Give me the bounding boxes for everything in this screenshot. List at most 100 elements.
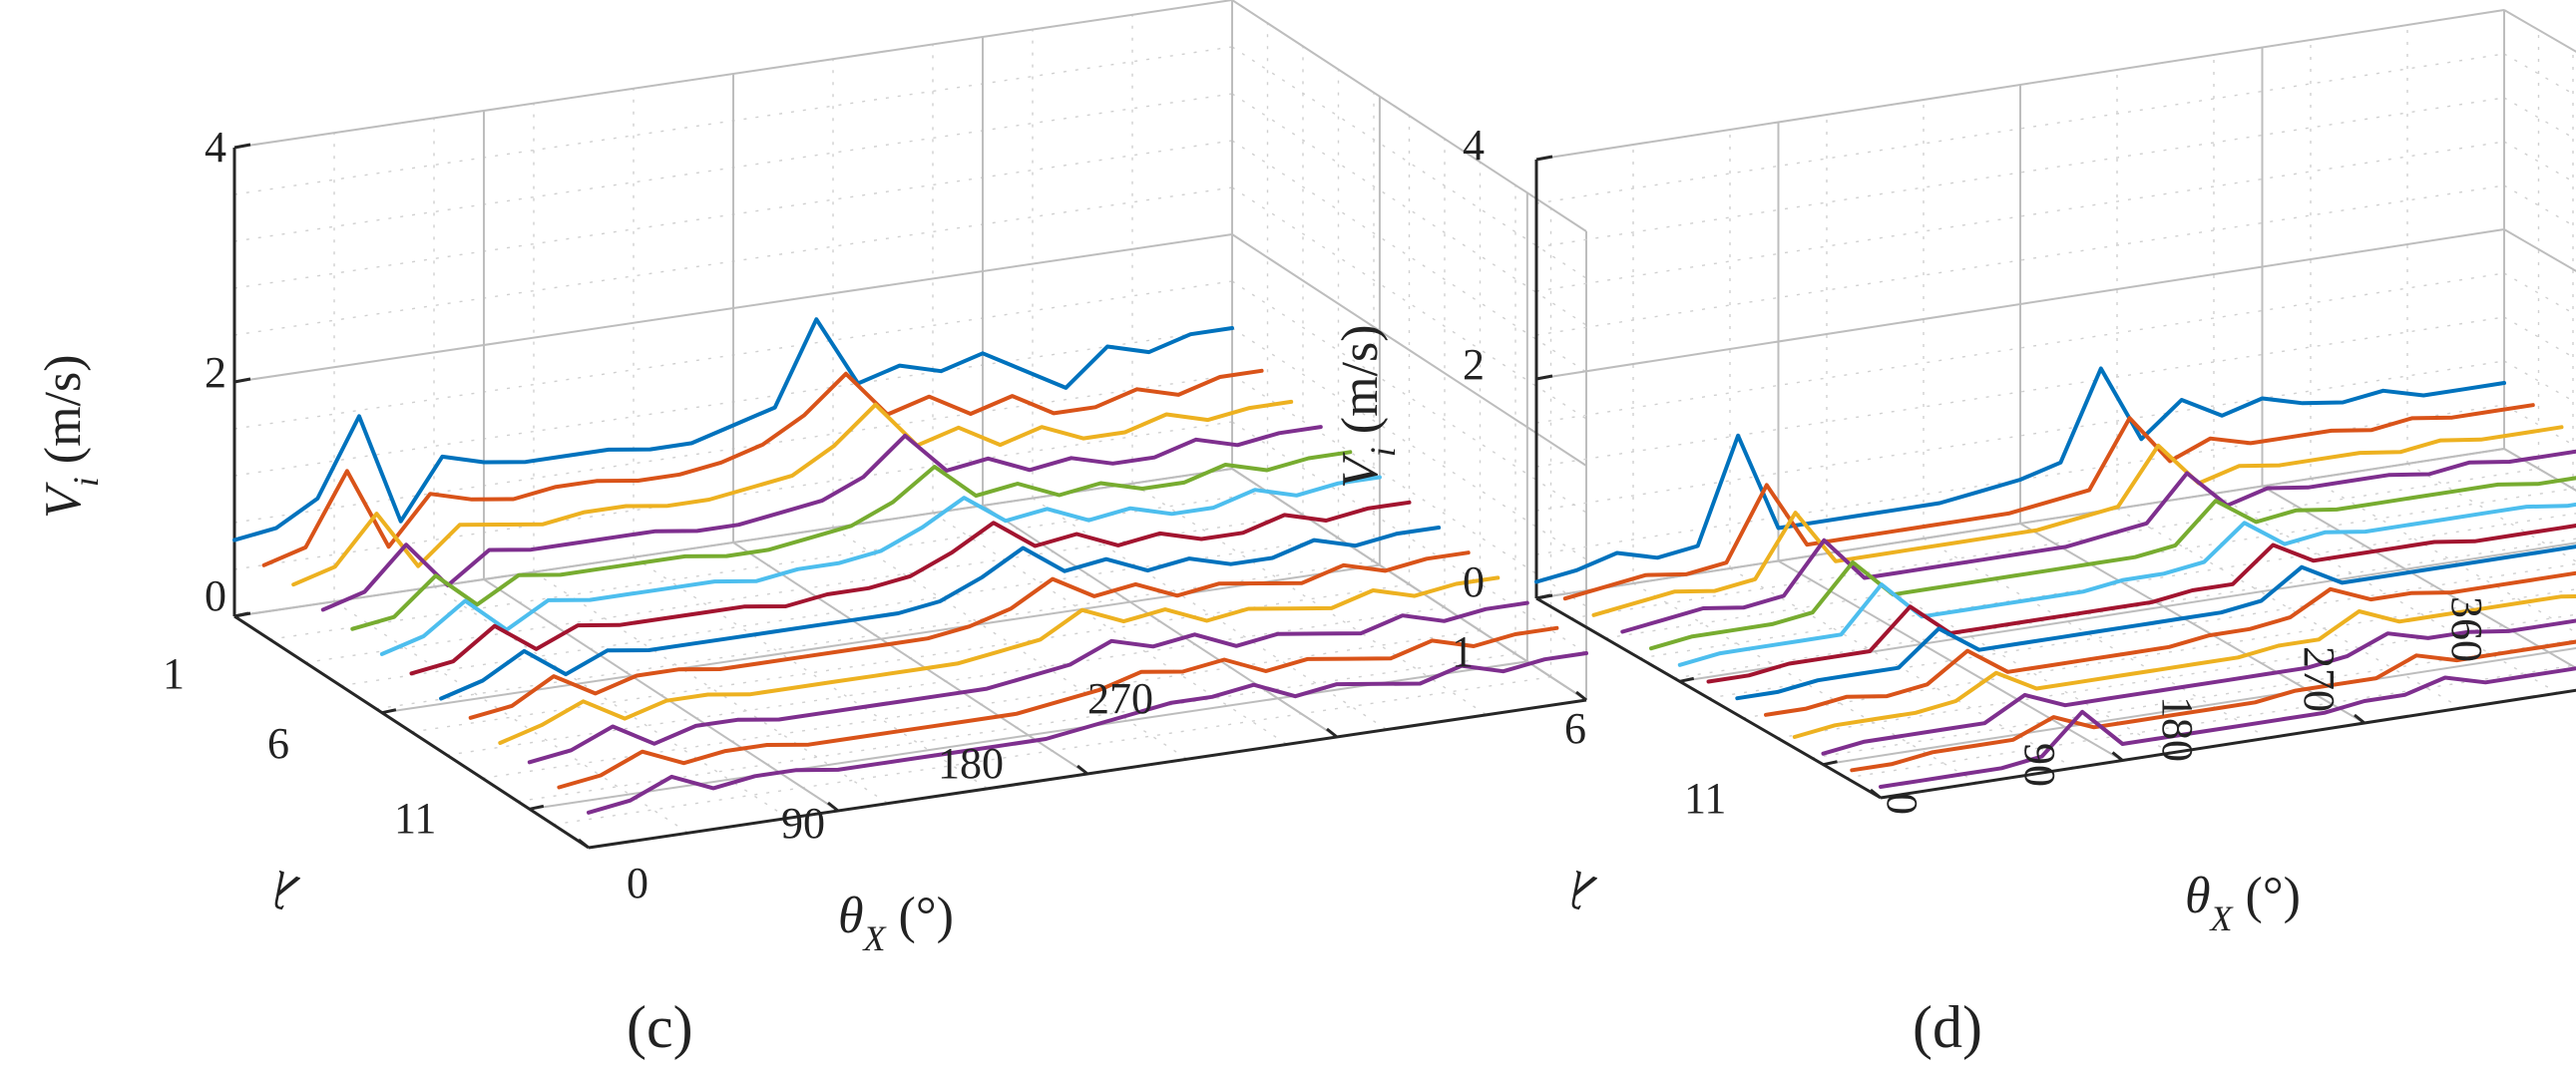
panel-d-trace-lambda-1 bbox=[1534, 366, 2506, 584]
panel-d-major-grid-floor-v bbox=[1535, 448, 2505, 599]
panel-c-major-grid-floor bbox=[483, 578, 839, 812]
panel-c-side-grid-w bbox=[1231, 46, 1587, 279]
panel-c-trace-lambda-13 bbox=[587, 651, 1588, 815]
panel-d-back-grid-w bbox=[1535, 316, 2505, 468]
panel-d-y-tick-6: 6 bbox=[1564, 704, 1586, 753]
panel-c-theta-axis-tick bbox=[1575, 690, 1587, 702]
panel-d-back-grid-w bbox=[1535, 272, 2505, 424]
panel-c-z-tick-0: 0 bbox=[205, 571, 226, 620]
panel-d-label-text: (d) bbox=[1913, 994, 1982, 1060]
panel-d-z-tick-0: 0 bbox=[1463, 557, 1485, 606]
panel-c-z-tick-4: 4 bbox=[205, 123, 226, 172]
panel-c-major-grid-z bbox=[233, 0, 1233, 149]
panel-c-theta-axis-tick bbox=[1076, 764, 1088, 776]
panel-d-side-grid-w bbox=[2503, 316, 2576, 360]
panel-d-floor-grid-v bbox=[1742, 588, 2576, 719]
panel-c-trace-lambda-10 bbox=[498, 575, 1501, 745]
panel-d-lambda-axis-tick bbox=[1535, 593, 1551, 600]
panel-d-side-grid-w bbox=[2503, 9, 2576, 53]
panel-d-z-axis-tick bbox=[1535, 374, 1553, 381]
panel-c-lambda-label: λ bbox=[262, 859, 305, 920]
panel-c-chart: 0 2 4 1 6 11 0 90 180 270 Vi (m/s) λ θX … bbox=[35, 0, 1588, 1060]
panel-c-z-axis-tick bbox=[233, 143, 251, 150]
panel-d-trace-lambda-11 bbox=[1821, 618, 2576, 756]
panel-d-trace-lambda-9 bbox=[1764, 570, 2576, 717]
panel-d-side-grid-w bbox=[2503, 228, 2576, 272]
panel-d-back-grid-w bbox=[1535, 141, 2505, 292]
panel-d-trace-lambda-3 bbox=[1591, 425, 2564, 617]
panel-d-z-axis-tick bbox=[1535, 155, 1553, 162]
panel-d-side-grid-w bbox=[2503, 272, 2576, 316]
panel-c-trace-lambda-3 bbox=[291, 399, 1294, 587]
panel-d-trace-lambda-2 bbox=[1562, 403, 2535, 601]
panel-c-y-tick-6: 6 bbox=[267, 719, 289, 768]
panel-d-back-grid-w bbox=[1535, 53, 2505, 204]
panel-d-x-tick-270: 270 bbox=[2295, 646, 2344, 712]
panel-d-floor-grid-v bbox=[1570, 468, 2539, 619]
panel-c-major-grid-z-side bbox=[1231, 0, 1587, 232]
panel-d-z-tick-2: 2 bbox=[1463, 340, 1485, 389]
panel-d-lambda-label: λ bbox=[1559, 859, 1602, 920]
panel-d-major-grid-z bbox=[1535, 228, 2505, 380]
panel-c-z-axis-label: Vi (m/s) bbox=[35, 354, 106, 519]
panel-c-trace-lambda-6 bbox=[379, 475, 1382, 656]
panel-d-floor-grid-v bbox=[1639, 513, 2576, 659]
panel-d-x-tick-180: 180 bbox=[2153, 696, 2202, 762]
panel-c-x-tick-180: 180 bbox=[938, 739, 1004, 788]
panel-c-y-tick-1: 1 bbox=[163, 649, 185, 698]
panel-c-side-grid-w bbox=[1231, 421, 1587, 654]
panel-c-x-tick-0: 0 bbox=[627, 859, 648, 907]
panel-c-theta-label: θX (°) bbox=[838, 888, 954, 958]
panel-d-side-grid-w bbox=[2503, 97, 2576, 141]
panel-c-lambda-axis-tick bbox=[529, 804, 545, 811]
panel-d-theta-label: θX (°) bbox=[2185, 868, 2301, 938]
panel-c-trace-lambda-4 bbox=[320, 425, 1323, 612]
panel-d-side-grid-w bbox=[2503, 53, 2576, 97]
panel-c-side-grid-w bbox=[1231, 280, 1587, 514]
panel-c-z-tick-2: 2 bbox=[205, 348, 226, 397]
panel-c-trace-lambda-1 bbox=[232, 317, 1234, 542]
panel-d-trace-lambda-4 bbox=[1620, 449, 2576, 634]
panel-c-trace-lambda-7 bbox=[409, 500, 1412, 676]
panel-c-theta-axis-tick bbox=[578, 838, 590, 850]
panel-d-theta-axis-tick bbox=[1870, 788, 1882, 800]
panel-c-side-grid-w bbox=[1231, 327, 1587, 560]
panel-d-z-tick-4: 4 bbox=[1463, 121, 1485, 170]
panel-d-back-grid-w bbox=[1535, 184, 2505, 336]
panel-c-y-tick-11: 11 bbox=[394, 794, 436, 843]
panel-c-trace-lambda-5 bbox=[350, 450, 1353, 631]
panel-d-x-tick-0: 0 bbox=[1878, 793, 1927, 815]
panel-d-lambda-axis-tick bbox=[1679, 676, 1695, 683]
panel-d-trace-lambda-8 bbox=[1735, 544, 2576, 701]
panel-d-major-grid-z bbox=[1535, 9, 2505, 161]
panel-c-trace-lambda-11 bbox=[527, 600, 1529, 765]
panel-d-y-tick-1: 1 bbox=[1452, 627, 1474, 676]
panel-d-y-tick-11: 11 bbox=[1684, 774, 1726, 823]
panel-d-back-grid-w bbox=[1535, 97, 2505, 248]
panel-d-trace-lambda-7 bbox=[1706, 524, 2576, 684]
panel-c-trace-lambda-9 bbox=[468, 550, 1471, 720]
panel-d-major-grid-z-side bbox=[2503, 9, 2576, 53]
panel-d-trace-lambda-10 bbox=[1792, 593, 2576, 739]
panel-c-lambda-axis-tick bbox=[381, 708, 397, 715]
panel-c-trace-lambda-12 bbox=[557, 625, 1559, 790]
panel-c-trace-lambda-8 bbox=[439, 526, 1442, 701]
panel-d-trace-lambda-5 bbox=[1649, 476, 2576, 651]
panel-c-x-tick-270: 270 bbox=[1087, 674, 1153, 723]
panel-c-traces bbox=[232, 317, 1588, 815]
panel-d-floor-grid-v bbox=[1604, 488, 2574, 639]
panel-c-theta-axis-tick bbox=[1326, 727, 1338, 739]
panel-d-x-tick-90: 90 bbox=[2015, 743, 2064, 787]
panel-c-lambda-axis-tick bbox=[233, 611, 249, 618]
panel-d-back-grid-w bbox=[1535, 360, 2505, 512]
panel-c-major-grid-floor bbox=[982, 505, 1338, 738]
panel-d-theta-axis-tick bbox=[2354, 713, 2365, 725]
panel-c-side-grid-w bbox=[1231, 186, 1587, 420]
panel-d-theta-axis-tick bbox=[2111, 751, 2124, 762]
panel-d-side-grid-w bbox=[2503, 184, 2576, 228]
panel-d-lambda-axis-tick bbox=[1823, 760, 1838, 767]
panel-c-x-tick-90: 90 bbox=[781, 799, 825, 848]
panel-c-trace-lambda-2 bbox=[261, 368, 1264, 567]
panel-d-z-axis-label: Vi (m/s) bbox=[1332, 324, 1403, 489]
